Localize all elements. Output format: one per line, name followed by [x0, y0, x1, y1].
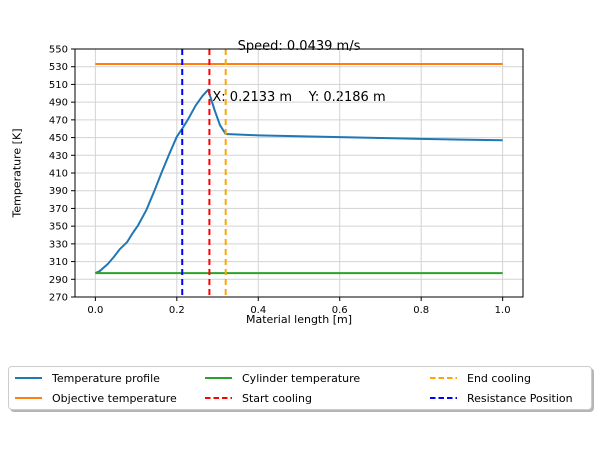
legend-item-start-cooling: Start cooling — [205, 390, 430, 406]
legend-swatch-line — [430, 377, 457, 379]
legend-column: End cooling Resistance Position — [430, 370, 591, 406]
legend-swatch-line — [205, 377, 232, 379]
legend-swatch-line — [15, 397, 42, 399]
legend-box: Temperature profile Objective temperature… — [8, 366, 592, 410]
y-tick-label: 470 — [49, 115, 68, 126]
legend-swatch-line — [15, 377, 42, 379]
y-tick-label: 370 — [49, 204, 68, 215]
legend-label: Cylinder temperature — [242, 371, 361, 385]
legend-swatch-line — [205, 397, 232, 399]
legend-item-objective-temperature: Objective temperature — [15, 390, 205, 406]
legend-column: Temperature profile Objective temperature — [15, 370, 205, 406]
legend-label: End cooling — [467, 371, 531, 385]
x-tick-label: 0.4 — [250, 305, 266, 316]
y-tick-label: 390 — [49, 186, 68, 197]
legend-label: Temperature profile — [52, 371, 160, 385]
legend-label: Resistance Position — [467, 391, 573, 405]
legend-item-resistance-position: Resistance Position — [430, 390, 591, 406]
y-axis-label: Temperature [K] — [10, 128, 24, 218]
x-tick-label: 0.6 — [332, 305, 348, 316]
legend-item-temperature-profile: Temperature profile — [15, 370, 205, 386]
y-tick-label: 490 — [49, 98, 68, 109]
y-tick-label: 350 — [49, 222, 68, 233]
y-tick-label: 310 — [49, 257, 68, 268]
y-tick-label: 510 — [49, 80, 68, 91]
y-tick-label: 410 — [49, 169, 68, 180]
y-tick-label: 430 — [49, 151, 68, 162]
x-tick-label: 0.8 — [413, 305, 429, 316]
y-tick-label: 290 — [49, 275, 68, 286]
chart-title-speed: Speed: 0.0439 m/s — [237, 39, 361, 54]
x-tick-label: 0.2 — [169, 305, 185, 316]
y-tick-label: 330 — [49, 239, 68, 250]
legend-swatch-line — [430, 397, 457, 399]
legend-item-cylinder-temperature: Cylinder temperature — [205, 370, 430, 386]
legend-label: Start cooling — [242, 391, 312, 405]
y-tick-label: 530 — [49, 62, 68, 73]
legend-column: Cylinder temperature Start cooling — [205, 370, 430, 406]
legend-label: Objective temperature — [52, 391, 177, 405]
chart-title-coords: X: 0.2133 m Y: 0.2186 m — [212, 90, 386, 105]
chart-plot-area: 0.0 0.2 0.4 0.6 0.8 1.0 270 290 310 330 350 370 390 4… — [49, 45, 524, 316]
legend-item-end-cooling: End cooling — [430, 370, 591, 386]
y-tick-label: 450 — [49, 133, 68, 144]
x-tick-label: 0.0 — [87, 305, 103, 316]
x-tick-label: 1.0 — [495, 305, 511, 316]
y-tick-label: 550 — [49, 45, 68, 56]
x-axis-label: Material length [m] — [245, 313, 353, 326]
y-tick-label: 270 — [49, 293, 68, 304]
chart-title: Speed: 0.0439 m/s X: 0.2133 m Y: 0.2186 … — [75, 4, 523, 140]
series-temperature-profile — [94, 88, 503, 275]
